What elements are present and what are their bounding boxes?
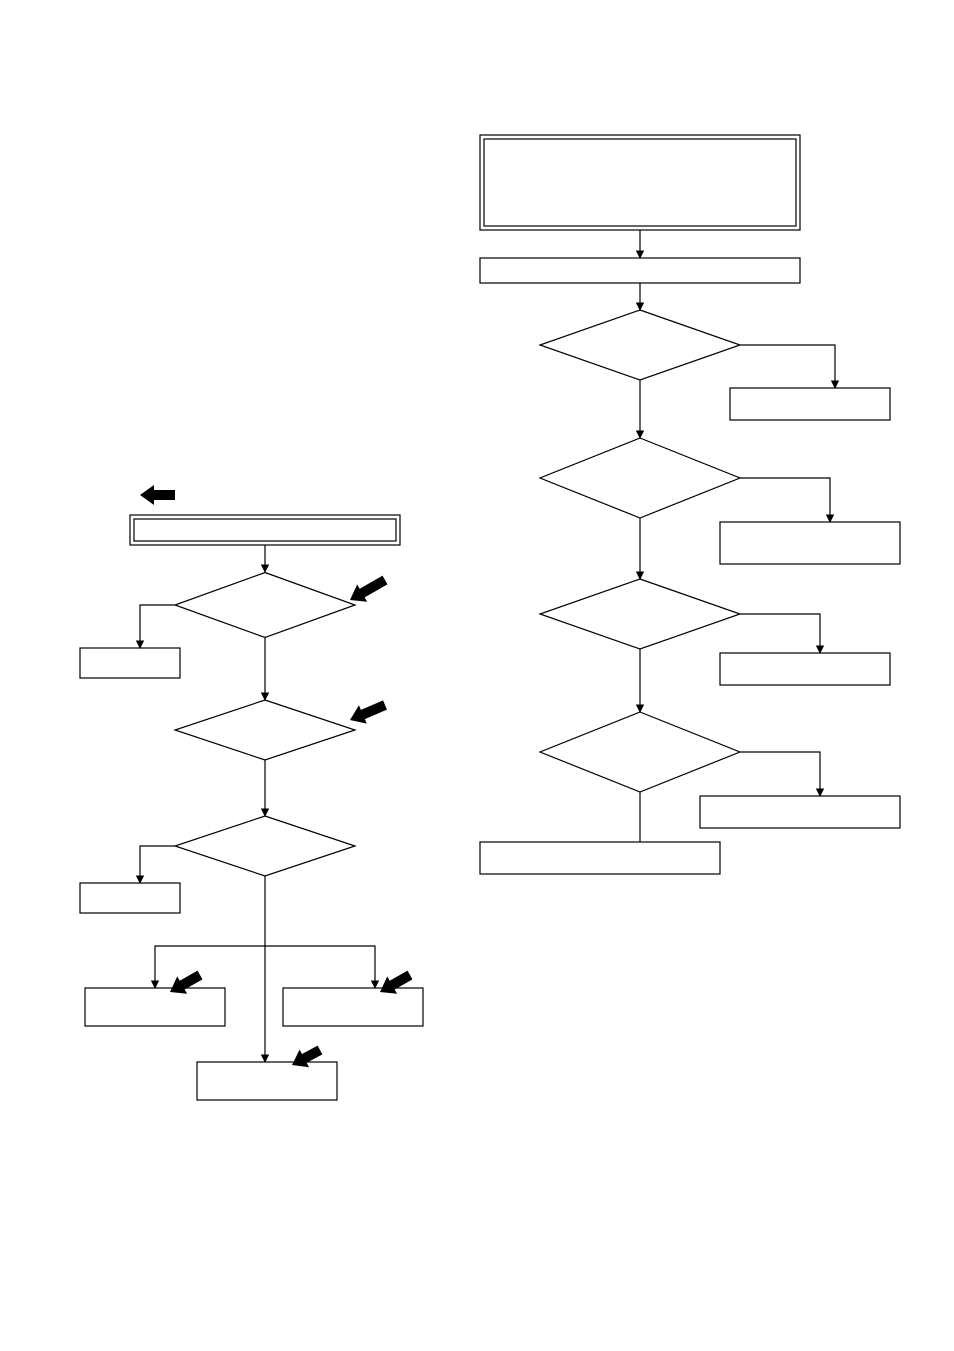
flow-edge xyxy=(740,752,820,796)
flow-node-r_side4 xyxy=(700,796,900,828)
flow-edge xyxy=(740,614,820,653)
flow-edge xyxy=(740,345,835,388)
flow-decision-r_dec1 xyxy=(540,310,740,380)
annotation-arrow-icon xyxy=(140,485,175,505)
flow-edge xyxy=(140,605,175,648)
flow-node-l_side3 xyxy=(80,883,180,913)
annotation-arrow-icon xyxy=(292,1046,322,1068)
flow-node-r_end xyxy=(480,842,720,874)
flow-node-r_start xyxy=(480,135,800,230)
flow-edge xyxy=(740,478,830,522)
flow-node-r_side2 xyxy=(720,522,900,564)
flow-node-l_start xyxy=(130,515,400,545)
annotation-arrow-icon xyxy=(350,576,387,602)
flow-node-r_side1 xyxy=(730,388,890,420)
flow-decision-l_dec2 xyxy=(175,700,355,760)
flow-edge xyxy=(140,846,175,883)
flow-edge xyxy=(265,946,375,988)
flow-node-r_step1 xyxy=(480,258,800,283)
annotation-arrow-icon xyxy=(170,971,202,994)
flow-node-l_end xyxy=(197,1062,337,1100)
annotation-arrow-icon xyxy=(350,700,387,723)
flowchart-canvas xyxy=(0,0,954,1351)
flow-node-r_side3 xyxy=(720,653,890,685)
flow-edge xyxy=(155,946,265,988)
flow-decision-l_dec3 xyxy=(175,816,355,876)
flow-node-l_out_right xyxy=(283,988,423,1026)
flow-decision-r_dec4 xyxy=(540,712,740,792)
flow-node-l_out_left xyxy=(85,988,225,1026)
flow-decision-l_dec1 xyxy=(175,573,355,638)
annotation-arrow-icon xyxy=(380,971,412,994)
flow-decision-r_dec3 xyxy=(540,579,740,649)
flow-node-l_side1 xyxy=(80,648,180,678)
flow-decision-r_dec2 xyxy=(540,438,740,518)
